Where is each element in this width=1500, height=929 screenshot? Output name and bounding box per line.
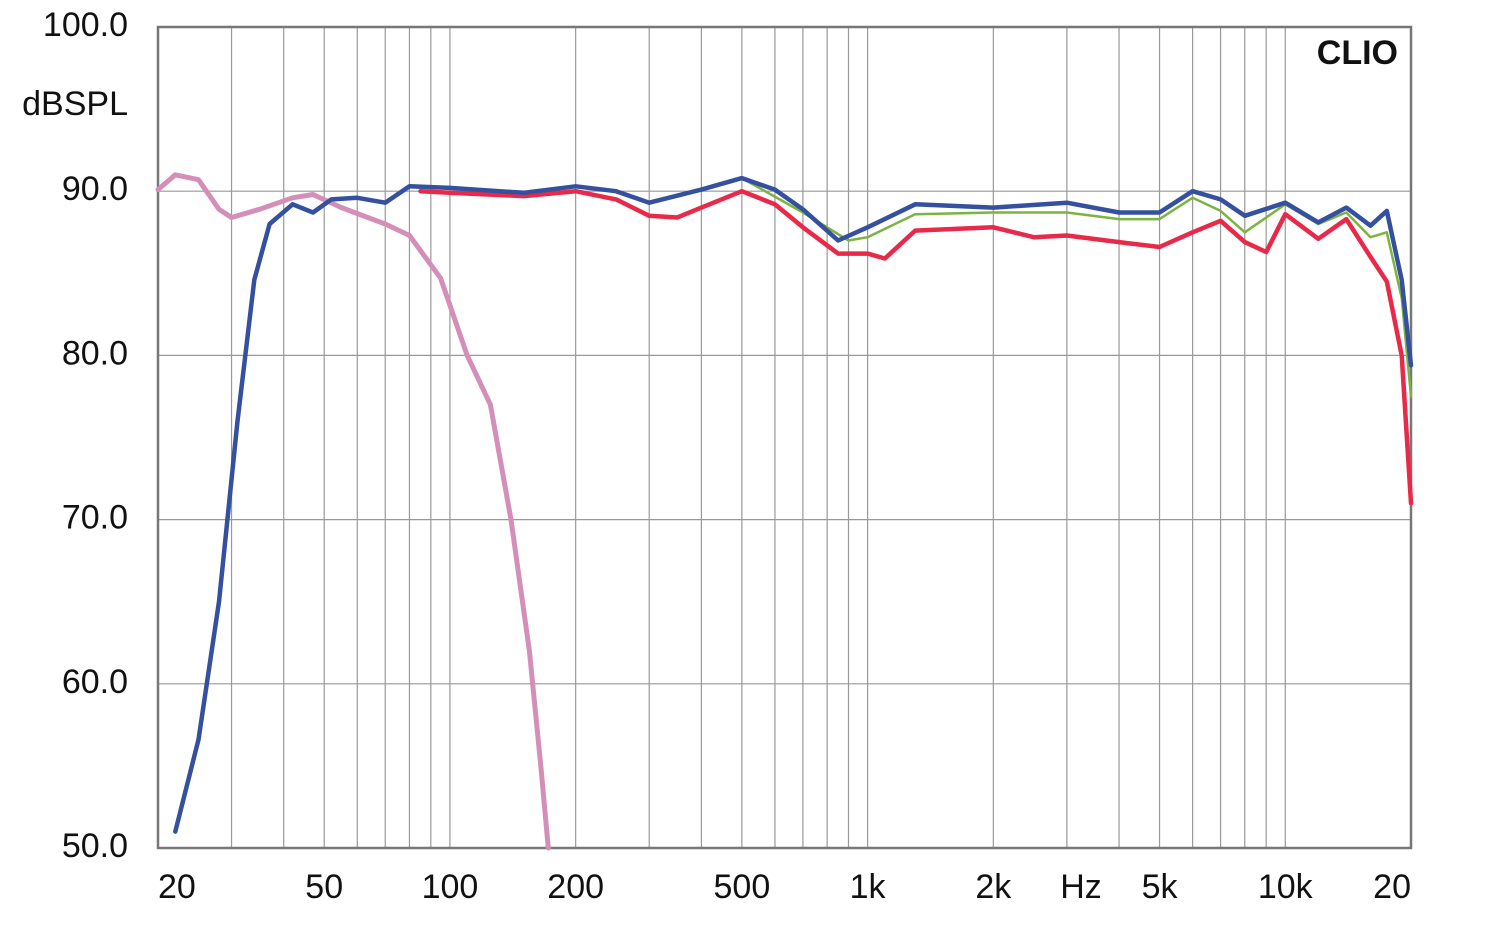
series-line	[418, 188, 1414, 506]
y-tick-label: 50.0	[62, 827, 128, 865]
y-tick-label: 60.0	[62, 663, 128, 701]
x-tick-label: 20	[1373, 868, 1411, 906]
x-tick-label: 2k	[975, 868, 1012, 906]
series-line	[173, 175, 1414, 834]
x-tick-label: 500	[714, 868, 771, 906]
y-tick-label: 100.0	[43, 6, 128, 44]
y-tick-label: 90.0	[62, 170, 128, 208]
plot-frame	[156, 25, 1413, 850]
x-tick-label: 1k	[850, 868, 887, 906]
y-tick-label: 70.0	[62, 499, 128, 537]
annotation: CLIO	[1317, 34, 1398, 72]
x-tick-label: 20	[158, 868, 196, 906]
x-tick-label: 50	[305, 868, 343, 906]
x-tick-label: 100	[422, 868, 479, 906]
series-line	[155, 172, 551, 851]
y-axis-label: dBSPL	[22, 85, 128, 123]
x-tick-label: 200	[547, 868, 604, 906]
x-tick-label: 10k	[1258, 868, 1314, 906]
x-axis-label: Hz	[1060, 868, 1102, 906]
y-tick-label: 80.0	[62, 334, 128, 372]
x-tick-label: 5k	[1142, 868, 1179, 906]
series-line	[740, 176, 1413, 398]
